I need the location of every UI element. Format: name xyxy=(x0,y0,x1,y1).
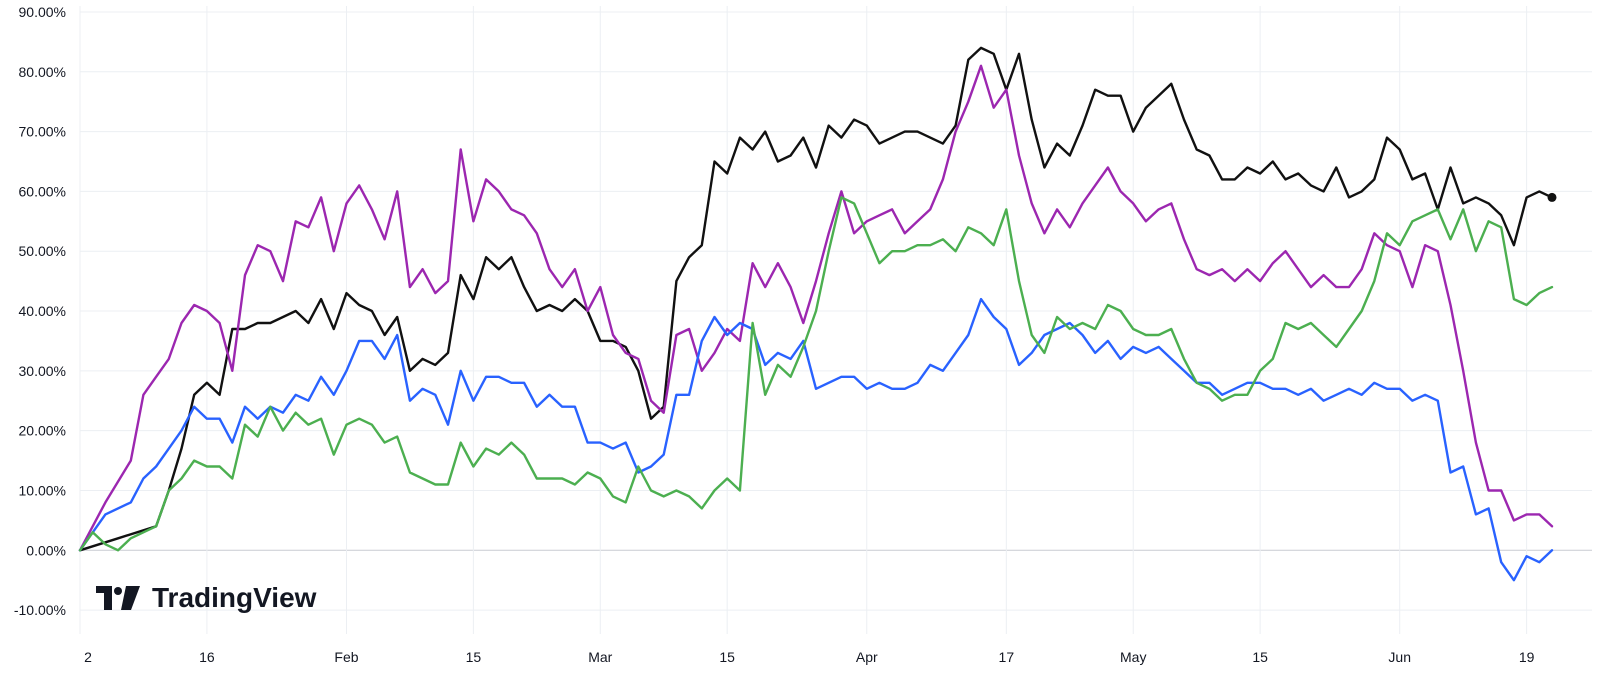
x-tick-label: May xyxy=(1120,649,1146,665)
x-tick-label: 2 xyxy=(84,649,92,665)
y-tick-label: 80.00% xyxy=(19,64,66,80)
y-tick-label: 30.00% xyxy=(19,363,66,379)
x-tick-label: Mar xyxy=(588,649,612,665)
x-tick-label: 15 xyxy=(719,649,735,665)
series-line-2[interactable] xyxy=(78,64,1554,552)
y-tick-label: 40.00% xyxy=(19,303,66,319)
series-line-1[interactable] xyxy=(78,46,1554,552)
series-line-3[interactable] xyxy=(78,297,1554,582)
series-layer xyxy=(78,46,1557,582)
series-line-4[interactable] xyxy=(78,196,1554,552)
x-tick-label: 16 xyxy=(199,649,215,665)
x-axis: 2 16 Feb 15 Mar 15 Apr 17 May 15 Jun 19 xyxy=(84,649,1535,665)
y-tick-label: 90.00% xyxy=(19,4,66,20)
x-tick-label: 17 xyxy=(999,649,1015,665)
y-tick-label: 10.00% xyxy=(19,482,66,498)
y-tick-label: 50.00% xyxy=(19,243,66,259)
grid-layer xyxy=(79,6,1592,634)
y-tick-label: 60.00% xyxy=(19,183,66,199)
x-tick-label: Jun xyxy=(1388,649,1411,665)
y-tick-label: -10.00% xyxy=(14,602,66,618)
y-tick-label: 20.00% xyxy=(19,423,66,439)
x-tick-label: 15 xyxy=(1252,649,1268,665)
y-tick-label: 0.00% xyxy=(26,542,66,558)
x-tick-label: 19 xyxy=(1519,649,1535,665)
x-tick-label: Feb xyxy=(334,649,358,665)
series-end-marker xyxy=(1547,192,1557,202)
y-axis: 90.00% 80.00% 70.00% 60.00% 50.00% 40.00% 30.0… xyxy=(14,4,66,618)
x-tick-label: Apr xyxy=(856,649,878,665)
x-tick-label: 15 xyxy=(466,649,482,665)
y-tick-label: 70.00% xyxy=(19,124,66,140)
